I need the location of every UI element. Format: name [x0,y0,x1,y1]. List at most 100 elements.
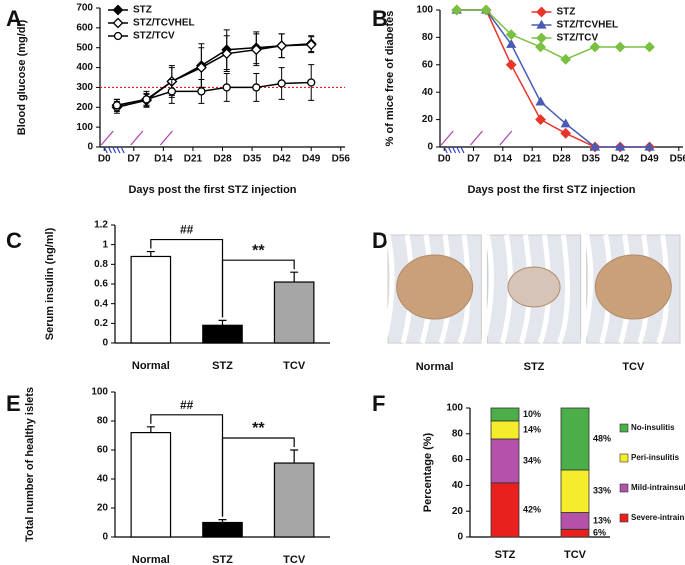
marker [589,41,601,53]
y-tick-label: 20 [97,503,109,514]
marker [560,118,571,128]
marker [167,87,176,96]
y-tick-label: 0 [102,532,108,543]
marker [252,83,261,92]
tissue [381,234,395,344]
significance-bracket [221,259,295,318]
injection-arrow [120,146,125,154]
x-tick-label: D21 [523,154,542,165]
legend-label: STZ [557,7,576,18]
value-label: 34% [523,455,541,465]
panel-letter: A [6,6,22,31]
y-axis-label: Serum insulin (ng/ml) [44,227,56,340]
x-tick-label: D28 [552,154,571,165]
series-line [116,81,312,107]
panel-letter: F [372,391,385,416]
legend-marker [536,6,547,18]
significance-label: ** [252,242,265,259]
y-axis-label: Total number of healthy islets [24,387,36,542]
legend-label: No-insulitis [631,423,675,432]
y-tick-label: 0.6 [94,279,108,290]
x-tick-label: D14 [154,154,173,165]
injection-arrow [107,146,112,154]
x-tick-label: D35 [582,154,601,165]
y-tick-label: 80 [452,428,464,439]
bar [202,521,243,538]
marker [222,83,231,92]
bar-segment [560,407,590,471]
legend-swatch [619,483,629,493]
marker [506,38,517,48]
x-tick-label: D35 [243,154,262,165]
x-tick-label: D14 [494,154,513,165]
y-tick-label: 80 [97,416,109,427]
marker [276,40,288,52]
bar [202,324,243,344]
bar-segment [490,420,520,440]
tissue [557,234,570,344]
injection-slash [100,130,114,146]
legend-label: STZ/TCV [557,33,599,44]
y-tick-label: 60 [452,454,464,465]
bar-segment [490,438,520,484]
y-tick-label: 100 [76,122,93,133]
bar [273,281,315,344]
y-tick-label: 0.4 [94,298,108,309]
islet [396,254,474,320]
injection-arrow [443,146,448,154]
value-label: 33% [593,486,611,496]
y-axis-label: Blood glucose (mg/dl) [16,19,28,135]
bar [130,432,172,538]
value-label: 10% [523,409,541,419]
marker [560,127,572,139]
y-tick-label: 20 [452,506,464,517]
islet [594,254,672,320]
y-tick-label: 400 [76,62,93,73]
error-bar [290,271,299,283]
islet [507,266,561,308]
bar-segment [490,482,520,538]
marker [644,141,655,151]
value-label: 6% [593,528,606,538]
y-tick-label: 600 [76,22,93,33]
y-axis-label: % of mice free of diabetes [384,11,396,147]
y-tick-label: 0 [427,142,433,153]
y-tick-label: 0 [87,142,93,153]
marker [142,95,151,104]
error-bar [290,449,299,464]
x-tick-label: STZ [212,554,233,565]
y-tick-label: 0.8 [94,259,108,270]
panel-letter: D [372,228,388,253]
bar-segment [560,512,590,530]
y-tick-label: 0 [457,532,463,543]
x-tick-label: D42 [611,154,630,165]
x-tick-label: D28 [213,154,232,165]
significance-label: ** [252,420,265,437]
x-tick-label: D0 [438,154,451,165]
marker [505,59,517,71]
image-label: STZ [524,361,545,373]
error-bar [146,250,155,257]
bar [130,255,172,344]
error-bar [218,319,227,326]
x-axis-label: Days post the first STZ injection [128,184,296,196]
bar-segment [560,469,590,513]
x-tick-label: STZ [212,360,233,372]
injection-arrow [460,146,465,154]
marker [615,141,626,151]
bar-segment [560,528,590,538]
y-tick-label: 20 [422,114,434,125]
legend-label: Severe-intrainsulitis [631,513,685,522]
error-bar [146,426,155,433]
legend-swatch [619,513,629,523]
marker [277,79,286,88]
value-label: 42% [523,504,541,514]
marker [589,141,601,151]
injection-arrow [103,146,108,154]
x-tick-label: D56 [670,154,685,165]
x-tick-label: D7 [127,154,140,165]
x-axis-label: Days post the first STZ injection [467,184,635,196]
x-tick-label: D49 [640,154,659,165]
y-tick-label: 1 [102,239,108,250]
